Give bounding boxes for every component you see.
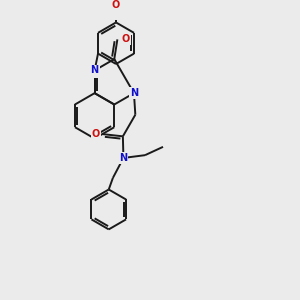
- Text: O: O: [112, 0, 120, 10]
- Text: O: O: [92, 129, 100, 139]
- Text: O: O: [91, 67, 99, 77]
- Text: N: N: [91, 65, 99, 75]
- Text: O: O: [122, 34, 130, 44]
- Text: N: N: [119, 153, 128, 163]
- Text: N: N: [130, 88, 138, 98]
